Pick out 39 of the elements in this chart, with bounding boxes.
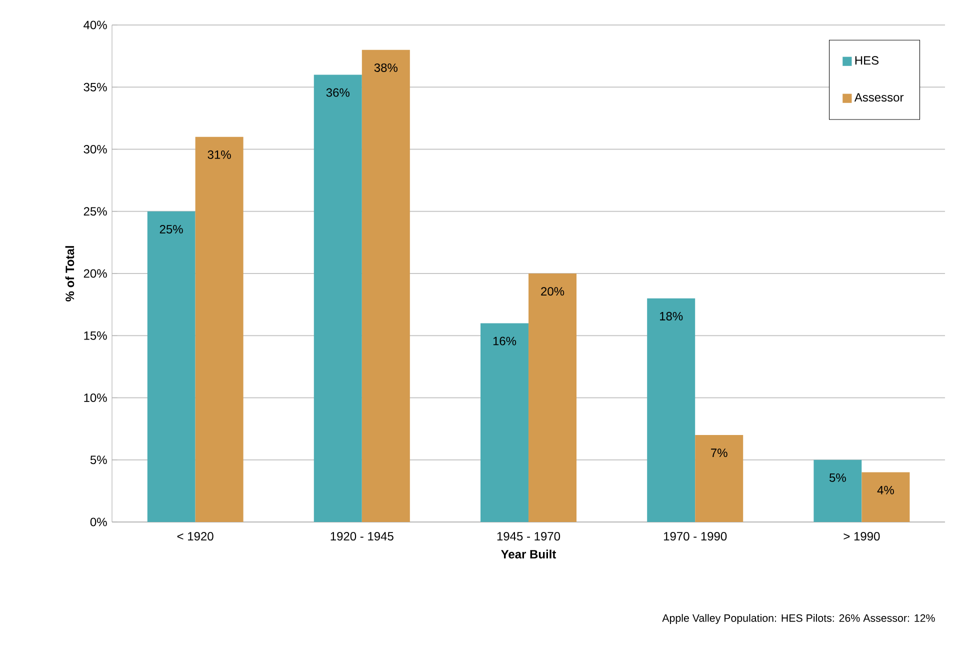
- y-axis-title: % of Total: [65, 246, 74, 302]
- data-label: 36%: [326, 88, 350, 97]
- bar: [647, 298, 696, 522]
- y-tick-label: 10%: [84, 393, 107, 402]
- y-tick-label: 15%: [84, 331, 107, 340]
- x-tick-label: < 1920: [177, 532, 214, 541]
- data-label: 20%: [541, 287, 564, 296]
- bar: [480, 323, 528, 522]
- y-tick-label: 0%: [90, 518, 107, 526]
- bar: [362, 50, 410, 522]
- data-label: 5%: [830, 473, 846, 482]
- y-tick-label: 30%: [84, 144, 107, 154]
- x-tick-label: 1945 - 1970: [497, 532, 560, 541]
- bar: [695, 435, 744, 522]
- x-tick-label: > 1990: [844, 532, 880, 541]
- y-tick-label: 35%: [84, 82, 107, 92]
- bar: [528, 273, 577, 522]
- bar: [195, 136, 244, 522]
- legend-label: Assessor: [854, 93, 904, 102]
- y-tick-label: 25%: [84, 207, 107, 216]
- data-label: 18%: [660, 312, 683, 320]
- text: Apple Valley Population: HES Pilots: 26% Assessor: 12%: [662, 614, 935, 624]
- x-tick-label: 1920 - 1945: [330, 532, 394, 541]
- bar: [862, 472, 910, 522]
- legend-label: HES: [855, 56, 879, 65]
- data-label: 4%: [877, 486, 894, 494]
- data-label: 31%: [208, 150, 231, 159]
- bar: [814, 460, 862, 522]
- data-label: 16%: [493, 336, 516, 346]
- data-label: 25%: [160, 224, 183, 234]
- x-tick-label: 1970 - 1990: [664, 532, 727, 541]
- data-label: 38%: [374, 63, 398, 72]
- bar: [314, 74, 362, 522]
- y-tick-label: 5%: [90, 456, 107, 464]
- bar: [147, 211, 196, 522]
- x-axis-title: Year Built: [501, 550, 556, 559]
- data-label: 7%: [711, 448, 728, 457]
- y-tick-label: 40%: [84, 20, 107, 30]
- y-tick-label: 20%: [84, 269, 107, 278]
